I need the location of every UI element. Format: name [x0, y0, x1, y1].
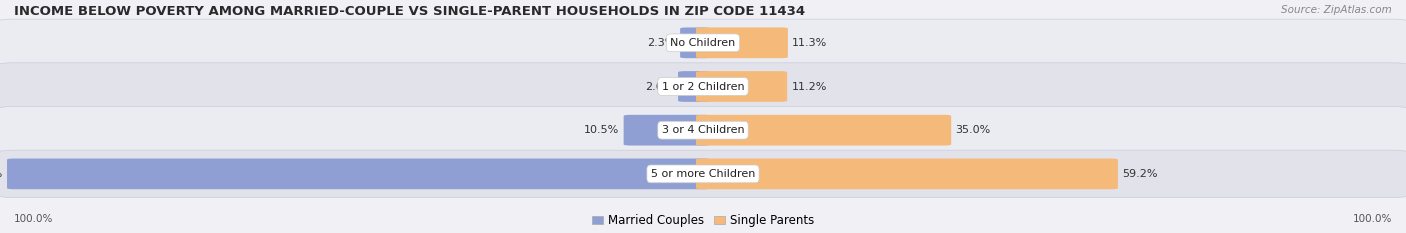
FancyBboxPatch shape [696, 115, 950, 146]
Text: 11.2%: 11.2% [792, 82, 827, 92]
Text: 35.0%: 35.0% [956, 125, 991, 135]
FancyBboxPatch shape [696, 71, 787, 102]
Text: 5 or more Children: 5 or more Children [651, 169, 755, 179]
Text: 2.6%: 2.6% [645, 82, 673, 92]
FancyBboxPatch shape [7, 158, 710, 189]
Text: INCOME BELOW POVERTY AMONG MARRIED-COUPLE VS SINGLE-PARENT HOUSEHOLDS IN ZIP COD: INCOME BELOW POVERTY AMONG MARRIED-COUPL… [14, 5, 806, 18]
FancyBboxPatch shape [0, 150, 1406, 198]
Text: 10.5%: 10.5% [583, 125, 620, 135]
Text: 59.2%: 59.2% [1122, 169, 1157, 179]
FancyBboxPatch shape [678, 71, 710, 102]
Legend: Married Couples, Single Parents: Married Couples, Single Parents [592, 214, 814, 227]
Text: 100.0%: 100.0% [1353, 214, 1392, 224]
Text: Source: ZipAtlas.com: Source: ZipAtlas.com [1281, 5, 1392, 15]
Text: 1 or 2 Children: 1 or 2 Children [662, 82, 744, 92]
Text: No Children: No Children [671, 38, 735, 48]
Text: 11.3%: 11.3% [792, 38, 827, 48]
Text: 2.3%: 2.3% [648, 38, 676, 48]
Text: 100.0%: 100.0% [0, 169, 3, 179]
FancyBboxPatch shape [696, 27, 787, 58]
FancyBboxPatch shape [696, 158, 1118, 189]
FancyBboxPatch shape [624, 115, 710, 146]
FancyBboxPatch shape [0, 106, 1406, 154]
FancyBboxPatch shape [0, 19, 1406, 67]
Text: 100.0%: 100.0% [14, 214, 53, 224]
Text: 3 or 4 Children: 3 or 4 Children [662, 125, 744, 135]
FancyBboxPatch shape [681, 27, 710, 58]
FancyBboxPatch shape [0, 63, 1406, 110]
